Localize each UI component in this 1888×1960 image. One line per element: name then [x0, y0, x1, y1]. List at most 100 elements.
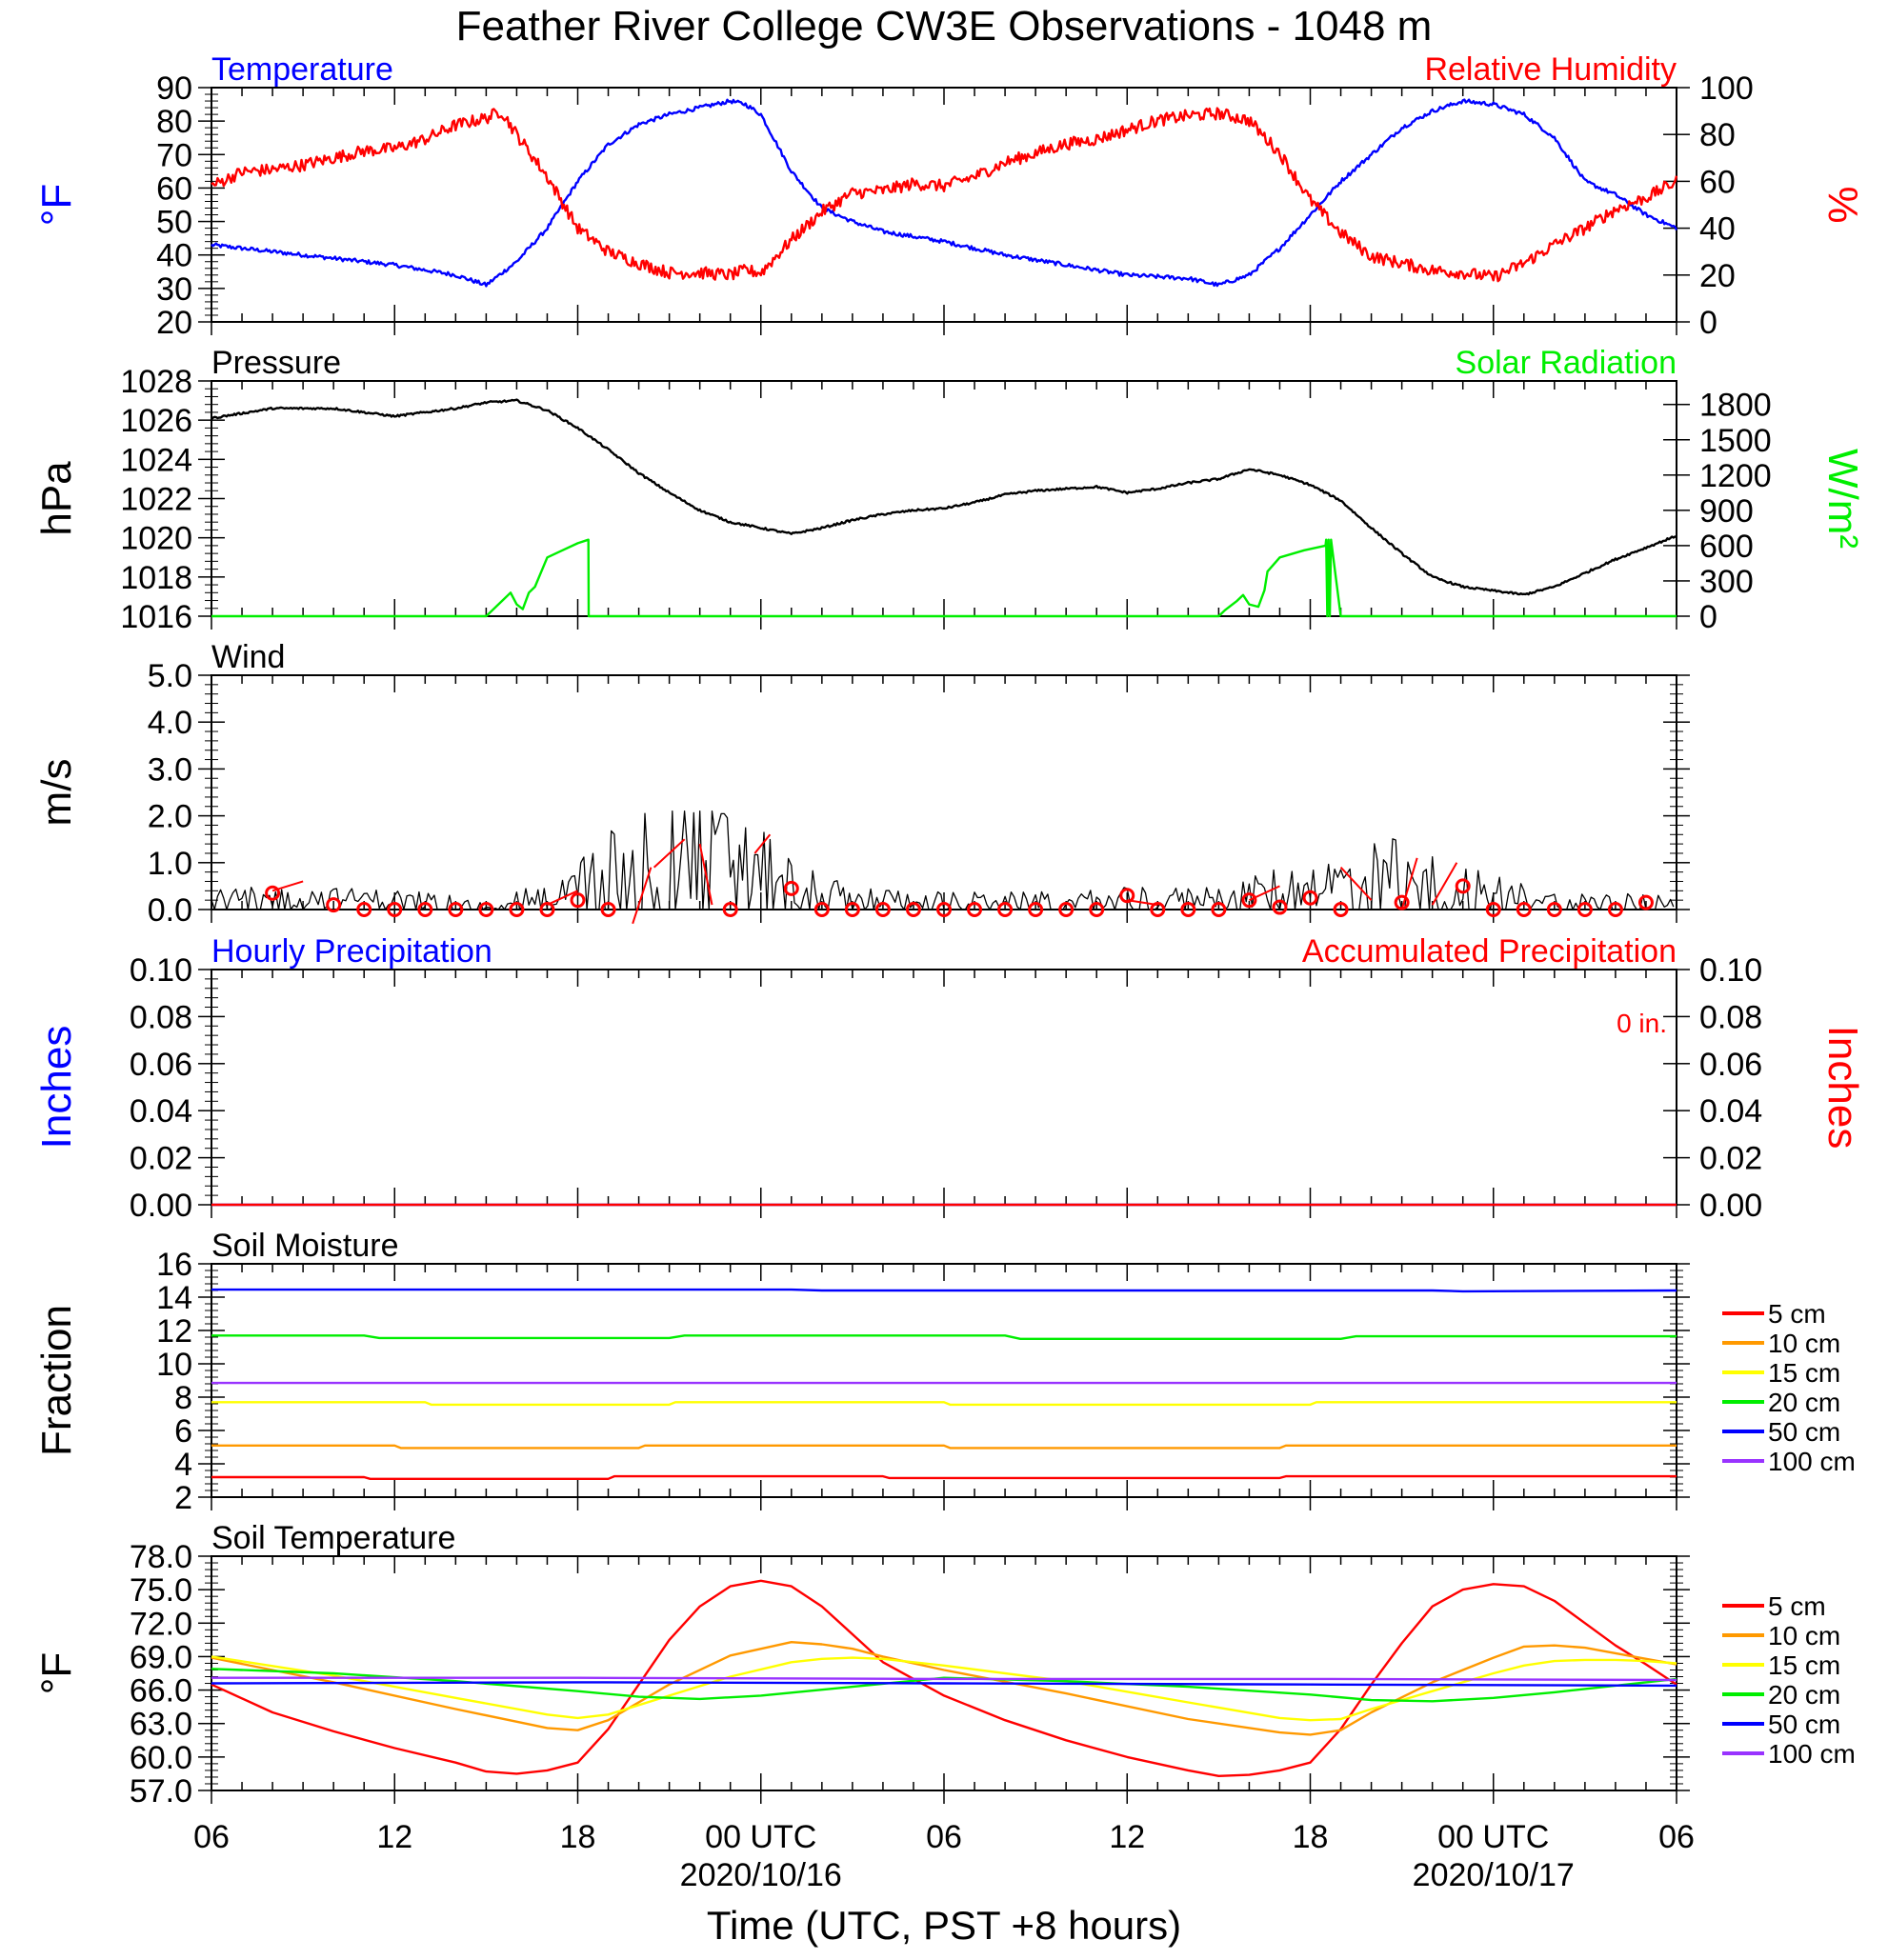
series-line-red: [211, 1579, 1677, 1778]
y-tick-label-left: 8: [174, 1380, 192, 1416]
series-line-red: [211, 1474, 1677, 1481]
y-axis-label-right: W/m²: [1819, 449, 1866, 549]
wind-station-circle: [905, 902, 921, 917]
y-tick-label-left: 69.0: [130, 1639, 192, 1675]
y-tick-label-left: 3.0: [148, 751, 192, 788]
y-axis-label-right: %: [1819, 186, 1866, 223]
wind-station-circle: [1058, 902, 1075, 917]
wind-station-circle: [417, 902, 433, 917]
y-tick-label-right: 0.06: [1699, 1047, 1762, 1083]
y-tick-label-left: 80: [156, 104, 192, 140]
wind-barb-stroke: [1431, 862, 1458, 906]
panel-title-right: Relative Humidity: [1424, 51, 1677, 88]
wind-station-circle: [600, 902, 616, 917]
y-tick-label-left: 0.02: [130, 1141, 192, 1177]
panel-title-left: Soil Temperature: [211, 1520, 455, 1556]
wind-station-circle: [1272, 899, 1288, 915]
panel-title-left: Soil Moisture: [211, 1228, 399, 1264]
wind-barb-stroke: [1339, 867, 1373, 901]
series-line-blue: [211, 1288, 1677, 1293]
y-tick-label-left: 2: [174, 1480, 192, 1516]
panel-soil_temp: 57.060.063.066.069.072.075.078.0 Soil Tem…: [33, 1520, 1856, 1810]
y-tick-label-left: 1026: [120, 403, 192, 439]
y-tick-label-right: 0: [1699, 305, 1717, 341]
x-tick-label: 06: [926, 1819, 962, 1855]
wind-barb-stroke: [547, 890, 578, 906]
y-axis-label-left: m/s: [33, 759, 80, 827]
x-tick-label: 00 UTC: [705, 1819, 816, 1855]
wind-barb-stroke: [753, 833, 772, 854]
wind-station-circle: [997, 902, 1014, 917]
wind-station-circle: [1241, 892, 1257, 909]
y-tick-label-left: 78.0: [130, 1539, 192, 1575]
x-tick-label: 06: [193, 1819, 230, 1855]
y-tick-label-left: 30: [156, 271, 192, 308]
y-tick-label-left: 1018: [120, 560, 192, 596]
legend-label: 50 cm: [1768, 1710, 1840, 1739]
legend-label: 5 cm: [1768, 1591, 1826, 1621]
legend-label: 100 cm: [1768, 1739, 1856, 1769]
y-tick-label-right: 1800: [1699, 388, 1772, 424]
chart-title: Feather River College CW3E Observations …: [456, 3, 1433, 50]
wind-station-circle: [1333, 902, 1349, 917]
y-tick-label-right: 900: [1699, 493, 1754, 530]
y-tick-label-right: 0.00: [1699, 1188, 1762, 1224]
series-line-green: [211, 1334, 1677, 1341]
y-tick-label-left: 10: [156, 1347, 192, 1383]
panel-title-left: Pressure: [211, 345, 341, 381]
y-tick-label-left: 72.0: [130, 1606, 192, 1642]
y-tick-label-left: 1024: [120, 442, 192, 478]
y-axis-label-left: hPa: [33, 461, 80, 536]
wind-station-circle: [722, 902, 738, 917]
legend-label: 10 cm: [1768, 1621, 1840, 1650]
y-tick-label-left: 0.00: [130, 1188, 192, 1224]
series-line-orange: [211, 1444, 1677, 1450]
y-tick-label-right: 40: [1699, 211, 1736, 248]
panel-title-right: Solar Radiation: [1456, 345, 1677, 381]
wind-barb-stroke: [653, 838, 686, 869]
wind-station-circle: [1150, 902, 1166, 917]
wind-station-circle: [1516, 902, 1532, 917]
wind-station-circle: [1180, 902, 1196, 917]
y-tick-label-left: 0.10: [130, 952, 192, 989]
legend-label: 10 cm: [1768, 1329, 1840, 1358]
y-tick-label-right: 20: [1699, 258, 1736, 294]
series-line-blue: [211, 98, 1678, 288]
y-tick-label-right: 1500: [1699, 423, 1772, 459]
y-tick-label-right: 300: [1699, 564, 1754, 600]
y-tick-label-right: 100: [1699, 70, 1754, 107]
y-tick-label-left: 0.08: [130, 999, 192, 1035]
wind-station-circle: [387, 902, 403, 917]
x-tick-label: 12: [376, 1819, 412, 1855]
wind-barb-stroke: [1400, 857, 1418, 910]
panel-wind: 0.0 1.0 2.0 3.0 4.0 5.0 Wind m/s: [33, 639, 1690, 929]
wind-barb-stroke: [632, 867, 653, 925]
wind-station-circle: [1089, 902, 1105, 917]
panel-precip: 0.00 0.02 0.04 0.06 0.08 0.10 0.00 0.02 0.04 0.06…: [33, 933, 1866, 1224]
wind-barb-stroke: [1127, 899, 1158, 907]
wind-station-circle: [844, 902, 860, 917]
y-tick-label-right: 0.10: [1699, 952, 1762, 989]
wind-barb-stroke: [1248, 885, 1280, 902]
panel-title-left: Temperature: [211, 51, 393, 88]
series-line-yellow: [211, 1401, 1677, 1407]
wind-station-circle: [967, 902, 983, 917]
y-tick-label-left: 14: [156, 1280, 192, 1316]
y-tick-label-left: 4: [174, 1447, 192, 1483]
legend-label: 50 cm: [1768, 1417, 1840, 1447]
y-tick-label-left: 50: [156, 205, 192, 241]
wind-station-circle: [874, 902, 891, 917]
x-tick-date: 2020/10/16: [680, 1857, 842, 1893]
legend-label: 5 cm: [1768, 1299, 1826, 1329]
x-tick-label: 06: [1658, 1819, 1695, 1855]
y-tick-label-left: 6: [174, 1413, 192, 1450]
wind-station-circle: [570, 892, 586, 909]
x-tick-date: 2020/10/17: [1413, 1857, 1575, 1893]
y-tick-label-left: 63.0: [130, 1707, 192, 1743]
y-tick-label-left: 40: [156, 238, 192, 274]
y-tick-label-left: 1016: [120, 599, 192, 635]
